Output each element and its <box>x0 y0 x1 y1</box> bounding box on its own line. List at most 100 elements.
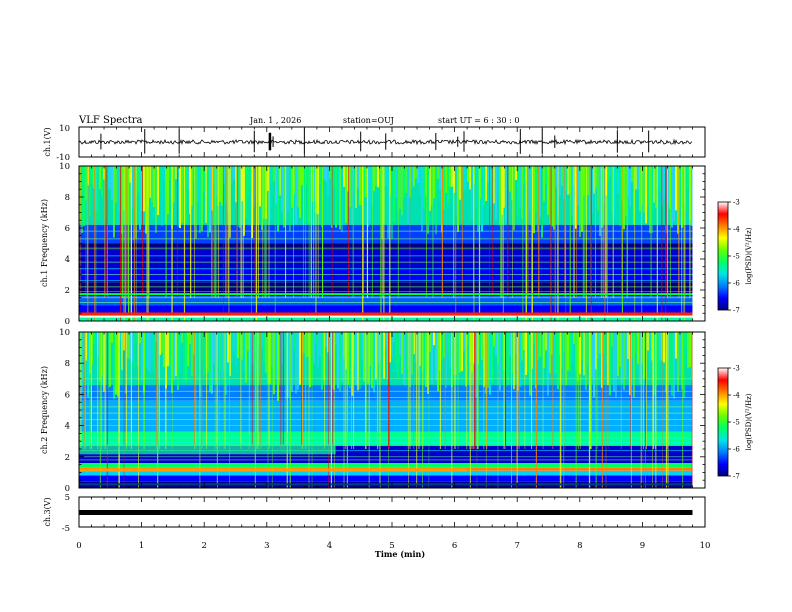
spectrogram-band <box>79 431 693 446</box>
spectrogram-speckle <box>187 332 189 367</box>
spectrogram-speckle <box>673 332 675 399</box>
spectrogram-speckle <box>181 166 183 224</box>
x-ticklabel-3: 3 <box>264 541 269 551</box>
spectrogram-speckle <box>311 166 313 203</box>
spectrogram-speckle <box>97 166 99 220</box>
spectrogram-speckle <box>563 166 565 201</box>
spectrogram-speckle <box>651 166 653 234</box>
spectrogram-speckle <box>79 166 81 223</box>
spectrogram-speckle <box>449 166 451 188</box>
spectrogram-speckle <box>681 332 683 390</box>
spectrogram-speckle <box>113 166 115 238</box>
spectrogram-speckle <box>659 332 661 360</box>
x-ticklabel-5: 5 <box>389 541 394 551</box>
spectrogram-speckle <box>417 166 419 184</box>
spectrogram-speckle <box>337 166 339 202</box>
spectrogram-speckle <box>125 332 127 394</box>
ch1-waveform-trace <box>78 128 693 155</box>
spectrogram-speckle <box>615 166 617 182</box>
spectrogram-speckle <box>449 332 451 367</box>
ch3-ticks <box>78 497 706 527</box>
spectrogram-speckle <box>317 166 319 215</box>
spectrogram-speckle <box>461 332 463 372</box>
spectrogram-speckle <box>601 166 603 228</box>
spectrogram-speckle <box>465 332 467 387</box>
spectrogram-speckle <box>289 166 291 232</box>
spectrogram-speckle <box>459 332 461 373</box>
spectrogram-speckle <box>245 166 247 218</box>
spectrogram-speckle <box>121 332 123 371</box>
spectrogram-speckle <box>369 166 371 223</box>
spectrogram-speckle <box>685 332 687 347</box>
spectrogram-speckle <box>365 166 367 197</box>
spectrogram-speckle <box>119 332 121 342</box>
spectrogram-speckle <box>475 166 477 208</box>
ch1-spec-ytick-6: 6 <box>65 224 70 234</box>
spectrogram-speckle <box>85 166 87 201</box>
spectrogram-speckle <box>481 166 483 232</box>
ch3-ylabel: ch.3(V) <box>43 497 52 526</box>
ch2-spectrogram-yticklabels: 0 2 4 6 8 10 <box>59 328 70 494</box>
spectrogram-speckle <box>653 166 655 203</box>
spectrogram-speckle <box>491 332 493 383</box>
spectrogram-speckle <box>207 332 209 373</box>
ch1-spectrogram-ticks <box>78 165 706 322</box>
spectrogram-speckle <box>269 166 271 221</box>
spectrogram-speckle <box>151 166 153 203</box>
spectrogram-speckle <box>513 166 515 231</box>
spectrogram-speckle <box>585 332 587 390</box>
spectrogram-speckle <box>169 166 171 181</box>
spectrogram-speckle <box>457 166 459 233</box>
spectrogram-speckle <box>259 166 261 207</box>
spectrogram-speckle <box>675 166 677 211</box>
spectrogram-speckle <box>327 332 329 353</box>
spectrogram-speckle <box>371 332 373 389</box>
spectrogram-speckle <box>387 332 389 380</box>
spectrogram-speckle <box>307 332 309 357</box>
spectrogram-speckle <box>129 166 131 183</box>
spectrogram-speckle <box>117 166 119 226</box>
spectrogram-speckle <box>421 332 423 372</box>
spectrogram-speckle <box>609 332 611 396</box>
spectrogram-speckle <box>415 332 417 362</box>
ch1-spectrogram-yticklabels: 0 2 4 6 8 10 <box>59 162 70 327</box>
spectrogram-speckle <box>621 332 623 384</box>
spectrogram-speckle <box>273 166 275 182</box>
spectrogram-speckle <box>629 166 631 207</box>
spectrogram-speckle <box>489 332 491 395</box>
spectrogram-speckle <box>197 166 199 204</box>
spectrogram-speckle <box>161 166 163 226</box>
spectrogram-speckle <box>149 166 151 198</box>
spectrogram-band <box>79 470 693 476</box>
spectrogram-speckle <box>147 332 149 371</box>
spectrogram-speckle <box>471 166 473 220</box>
spectrogram-speckle <box>299 166 301 218</box>
spectrogram-speckle <box>231 332 233 364</box>
spectrogram-speckle <box>433 166 435 199</box>
spectrogram-speckle <box>315 332 317 344</box>
spectrogram-speckle <box>509 332 511 357</box>
spectrogram-speckle <box>541 166 543 238</box>
spectrogram-speckle <box>453 332 455 375</box>
colorbar-label: log(PSD)(V²/Hz) <box>745 227 753 284</box>
spectrogram-speckle <box>627 166 629 197</box>
spectrogram-speckle <box>561 166 563 186</box>
spectrogram-speckle <box>467 332 469 345</box>
spectrogram-speckle <box>447 166 449 205</box>
spectrogram-speckle <box>385 166 387 187</box>
spectrogram-speckle <box>221 166 223 206</box>
spectrogram-speckle <box>631 166 633 182</box>
spectrogram-speckle <box>429 166 431 211</box>
spectrogram-speckle <box>569 332 571 373</box>
ch2-spectrogram-image <box>79 332 705 488</box>
colorbar-ticklabel--4: -4 <box>733 226 740 234</box>
spectrogram-speckle <box>79 332 81 377</box>
spectrogram-speckle <box>391 332 393 359</box>
ch2-spectrogram-ylabel: ch.2 Frequency (kHz) <box>40 366 49 454</box>
spectrogram-speckle <box>247 166 249 195</box>
ch2-spectrogram-ylabel-line1: ch.2 Frequency (kHz) <box>40 366 49 454</box>
spectrogram-speckle <box>645 166 647 224</box>
spectrogram-blank <box>692 332 705 488</box>
spectrogram-speckle <box>105 332 107 375</box>
